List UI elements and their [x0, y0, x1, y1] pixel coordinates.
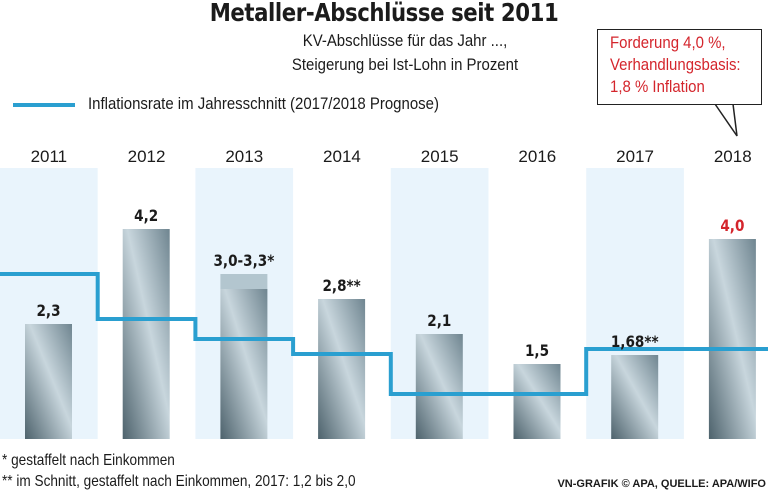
data-label: 2,1 — [427, 312, 451, 330]
callout-pointer — [714, 103, 738, 137]
callout-line-3: 1,8 % Inflation — [610, 77, 705, 96]
bar — [415, 334, 463, 439]
x-tick-label: 2017 — [616, 147, 654, 166]
x-tick-label: 2013 — [225, 147, 263, 166]
bar — [611, 355, 659, 439]
data-label: 3,0-3,3* — [213, 252, 274, 270]
callout-line-2: Verhandlungsbasis: — [610, 55, 741, 74]
data-label: 1,68** — [611, 333, 659, 351]
x-tick-label: 2014 — [323, 147, 361, 166]
legend-inflation-label: Inflationsrate im Jahresschnitt (2017/20… — [88, 94, 439, 113]
source-credit: VN-GRAFIK © APA, QUELLE: APA/WIFO — [557, 478, 766, 490]
callout-box: Forderung 4,0 %, Verhandlungsbasis: 1,8 … — [597, 29, 762, 105]
bar — [220, 289, 268, 439]
data-label: 2,3 — [36, 302, 60, 320]
legend-inflation-swatch — [13, 103, 75, 107]
x-tick-label: 2015 — [421, 147, 459, 166]
chart-title: Metaller-Abschlüsse seit 2011 — [209, 0, 559, 27]
data-label: 2,8** — [322, 277, 360, 295]
bar — [708, 239, 756, 439]
bar — [513, 364, 561, 439]
bar — [25, 324, 72, 439]
callout-line-1: Forderung 4,0 %, — [610, 33, 726, 52]
x-tick-label: 2012 — [128, 147, 166, 166]
footnote-1: * gestaffelt nach Einkommen — [2, 452, 175, 469]
x-tick-label: 2011 — [31, 147, 68, 166]
inflation-step-line — [0, 272, 768, 396]
bar-range-extension — [220, 274, 268, 289]
x-tick-label: 2016 — [518, 147, 556, 166]
bar — [122, 229, 170, 439]
chart-subtitle-line-2: Steigerung bei Ist-Lohn in Prozent — [291, 55, 519, 74]
data-label: 1,5 — [525, 342, 549, 360]
chart-subtitle-line-1: KV-Abschlüsse für das Jahr ..., — [302, 31, 508, 50]
data-label: 4,0 — [720, 217, 744, 235]
footnote-2: ** im Schnitt, gestaffelt nach Einkommen… — [2, 473, 356, 490]
data-label: 4,2 — [134, 207, 158, 225]
x-tick-label: 2018 — [714, 147, 752, 166]
bar — [318, 299, 366, 439]
